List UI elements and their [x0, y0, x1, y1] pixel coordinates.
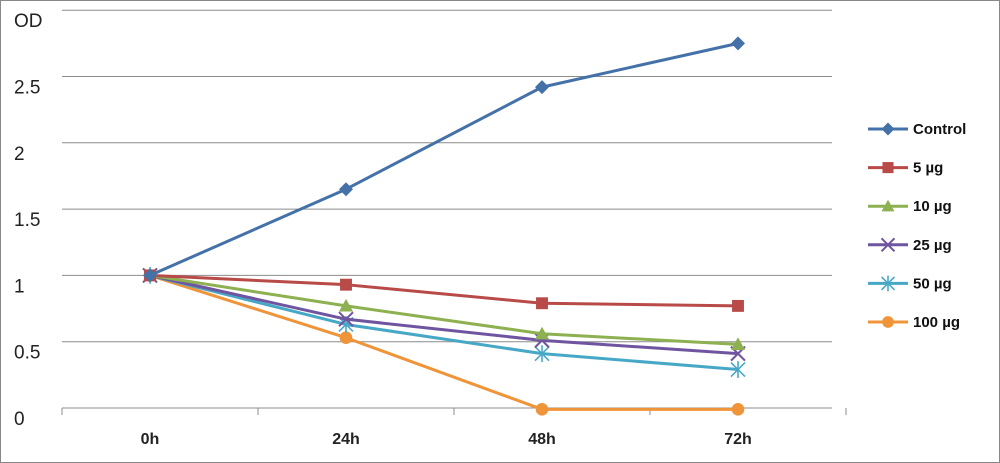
data-point-marker — [339, 298, 353, 312]
legend-item: 50 µg — [868, 275, 952, 292]
data-point-marker — [339, 182, 353, 197]
data-point-marker — [536, 297, 548, 310]
series-4 — [142, 267, 746, 378]
data-point-marker — [881, 199, 895, 212]
legend-label: 5 µg — [913, 160, 943, 177]
legend-label: 10 µg — [913, 198, 952, 215]
data-point-marker — [880, 237, 896, 253]
series-line — [149, 41, 739, 277]
data-point-marker — [534, 345, 550, 363]
data-point-marker — [730, 361, 746, 378]
gridlines — [62, 9, 832, 409]
y-axis-label: OD — [14, 11, 43, 32]
legend-label: 100 µg — [913, 314, 960, 331]
series-line — [149, 273, 739, 356]
data-point-marker — [732, 299, 744, 312]
legend-item: 25 µg — [868, 237, 952, 254]
data-point-marker — [881, 122, 895, 136]
legend-label: 25 µg — [913, 237, 952, 254]
legend-item: 5 µg — [868, 160, 943, 177]
y-tick-label: 2.5 — [14, 78, 40, 99]
data-point-marker — [338, 311, 354, 327]
legend: Control 5 µg 10 µg 25 µg 50 µg 100 µg — [868, 121, 966, 331]
data-point-marker — [731, 403, 745, 416]
legend-item: 10 µg — [868, 198, 952, 215]
x-tick-label: 0h — [141, 431, 160, 448]
data-point-marker — [143, 268, 157, 283]
series-line — [149, 273, 739, 372]
data-point-marker — [535, 403, 549, 416]
legend-label: Control — [913, 121, 966, 138]
data-point-marker — [340, 278, 352, 291]
series-line — [149, 273, 739, 308]
data-point-marker — [339, 331, 353, 345]
series-line — [149, 273, 739, 346]
data-point-marker — [535, 80, 549, 95]
legend-item: Control — [868, 121, 966, 138]
series-0 — [143, 36, 745, 283]
data-point-marker — [882, 162, 894, 174]
data-point-marker — [731, 36, 745, 51]
series-5 — [143, 269, 745, 416]
y-tick-label: 1 — [14, 276, 25, 297]
y-tick-label: 0.5 — [14, 343, 40, 364]
legend-item: 100 µg — [868, 314, 960, 331]
y-tick-label: 0 — [14, 409, 25, 430]
y-tick-label: 2 — [14, 144, 25, 165]
series-line — [149, 273, 738, 411]
data-point-marker — [535, 326, 549, 340]
data-point-marker — [880, 275, 896, 292]
data-point-marker — [731, 337, 745, 350]
x-tick-label: 48h — [528, 431, 556, 448]
legend-label: 50 µg — [913, 275, 952, 292]
x-tick-label: 24h — [332, 431, 360, 448]
data-point-marker — [882, 316, 894, 328]
x-tick-label: 72h — [724, 431, 752, 448]
series-3 — [142, 267, 746, 362]
series-group — [142, 36, 746, 416]
y-tick-label: 1.5 — [14, 210, 40, 231]
